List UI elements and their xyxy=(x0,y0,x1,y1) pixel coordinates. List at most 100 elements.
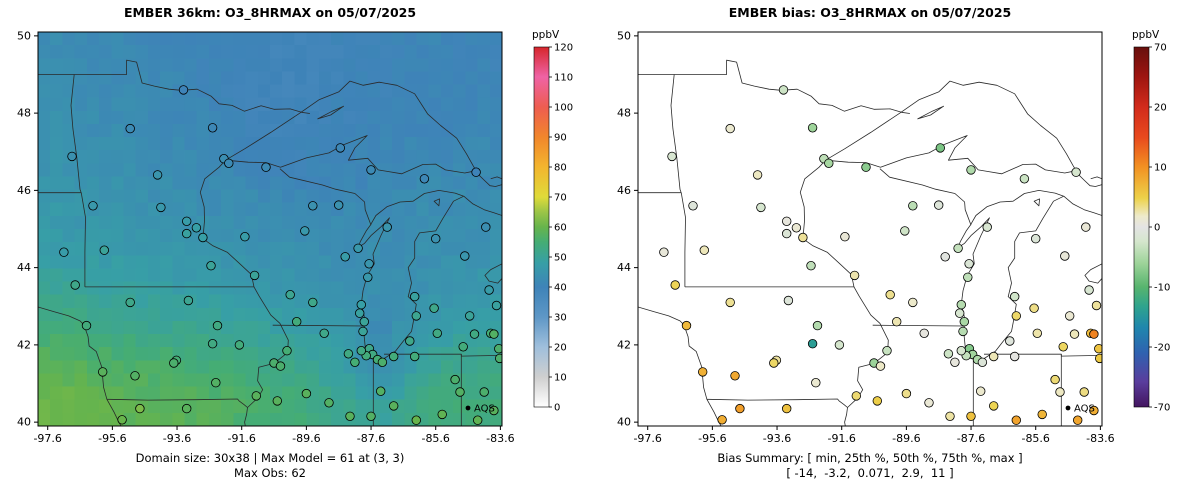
station-dot xyxy=(191,223,202,233)
station-dot xyxy=(377,357,388,368)
station-dot xyxy=(125,123,135,134)
station-dot xyxy=(473,415,483,425)
station-dots xyxy=(59,85,502,425)
station-dot xyxy=(211,378,221,388)
map-outline-path xyxy=(279,168,372,226)
map-outline-path xyxy=(70,74,86,287)
station-dot xyxy=(67,151,77,162)
station-dot xyxy=(681,320,692,331)
station-dot xyxy=(756,202,766,213)
station-dot xyxy=(324,398,334,408)
station-dot xyxy=(945,411,955,422)
x-tick-label: -97.6 xyxy=(33,432,61,445)
station-dot xyxy=(956,346,967,356)
station-dot xyxy=(976,386,986,396)
colorbar-tick-label: -70 xyxy=(1154,403,1170,414)
station-dot xyxy=(908,201,918,211)
station-dot xyxy=(335,143,346,153)
station-dot xyxy=(340,252,350,262)
station-dot xyxy=(1079,387,1089,397)
y-tick-label: 46 xyxy=(617,184,631,197)
map-outline-path xyxy=(879,168,972,226)
station-dot xyxy=(334,200,344,210)
map-outline-path xyxy=(917,105,944,120)
station-dot xyxy=(670,280,680,290)
station-dot xyxy=(366,165,376,175)
station-dot xyxy=(261,162,271,172)
station-dot xyxy=(292,317,302,327)
station-dot xyxy=(953,243,963,254)
x-tick-label: -89.6 xyxy=(892,432,920,445)
panel-model: EMBER 36km: O3_8HRMAX on 05/07/2025 -97.… xyxy=(17,5,573,480)
station-dot xyxy=(389,351,399,362)
station-dot xyxy=(1089,329,1099,339)
station-dot xyxy=(224,158,234,169)
map-outline-path xyxy=(1090,176,1102,180)
station-dot xyxy=(1029,303,1039,313)
station-dot xyxy=(892,317,902,327)
station-dot xyxy=(363,272,373,283)
station-dot xyxy=(908,297,918,308)
station-dot xyxy=(982,222,992,232)
model-caption-line-1: Domain size: 30x38 | Max Model = 61 at (… xyxy=(135,451,405,465)
station-dot xyxy=(1073,415,1083,425)
station-dot xyxy=(781,216,792,227)
station-dot xyxy=(125,297,135,308)
map-outline-path xyxy=(38,306,122,426)
station-dot xyxy=(431,233,441,244)
aqs-dot-icon xyxy=(1065,405,1071,411)
x-tick-label: -91.6 xyxy=(227,432,255,445)
station-dot xyxy=(455,387,465,397)
x-tick-label: -85.6 xyxy=(421,432,449,445)
station-dot xyxy=(989,351,999,362)
station-dot xyxy=(781,403,792,414)
station-dot xyxy=(778,85,789,95)
station-dot xyxy=(350,357,360,368)
aqs-dot-icon xyxy=(465,405,471,411)
station-dot xyxy=(659,247,669,257)
x-tick-label: -87.6 xyxy=(957,432,985,445)
panel-bias-caption: Bias Summary: [ min, 25th %, 50th %, 75t… xyxy=(600,451,1140,481)
y-tick-label: 44 xyxy=(17,261,31,274)
station-dot xyxy=(900,226,910,236)
station-dot xyxy=(901,388,912,399)
station-dot xyxy=(688,201,698,211)
station-dot xyxy=(699,245,710,255)
station-dot xyxy=(934,200,944,210)
station-dot xyxy=(356,300,367,310)
bias-caption-line-1: Bias Summary: [ min, 25th %, 50th %, 75t… xyxy=(717,451,1023,465)
station-dot xyxy=(1019,174,1030,184)
station-dot xyxy=(1091,300,1102,311)
colorbar-tick-label: 100 xyxy=(554,103,573,114)
legend-aqs: AQS xyxy=(465,404,495,415)
station-dot xyxy=(135,403,145,414)
station-dot xyxy=(1011,415,1022,425)
station-dot xyxy=(1037,409,1047,420)
panel-bias-title: EMBER bias: O3_8HRMAX on 05/07/2025 xyxy=(728,5,1012,20)
station-dot xyxy=(410,291,420,302)
map-outline-path xyxy=(1075,171,1102,187)
station-dot xyxy=(356,346,367,356)
station-dot xyxy=(419,174,430,184)
station-dot xyxy=(489,405,499,416)
station-dot xyxy=(966,411,976,422)
map-outline-path xyxy=(670,74,686,287)
station-dot xyxy=(494,344,502,354)
station-dot xyxy=(251,391,261,401)
map-outline-path xyxy=(1084,263,1102,284)
station-dot xyxy=(234,340,245,350)
map-outline-path xyxy=(638,306,722,426)
station-dot xyxy=(717,415,727,425)
colorbar-unit-label: ppbV xyxy=(1132,29,1160,41)
colorbar-tick-label: 60 xyxy=(554,223,567,234)
station-dot xyxy=(977,357,988,368)
station-dot xyxy=(411,415,422,425)
x-tick-label: -93.6 xyxy=(163,432,191,445)
station-dot xyxy=(955,308,965,318)
station-dot xyxy=(240,231,250,242)
station-dot xyxy=(1084,285,1094,295)
station-dot xyxy=(725,123,735,134)
station-dot xyxy=(1055,387,1065,397)
y-tick-label: 42 xyxy=(17,338,31,351)
station-dot xyxy=(319,328,329,339)
